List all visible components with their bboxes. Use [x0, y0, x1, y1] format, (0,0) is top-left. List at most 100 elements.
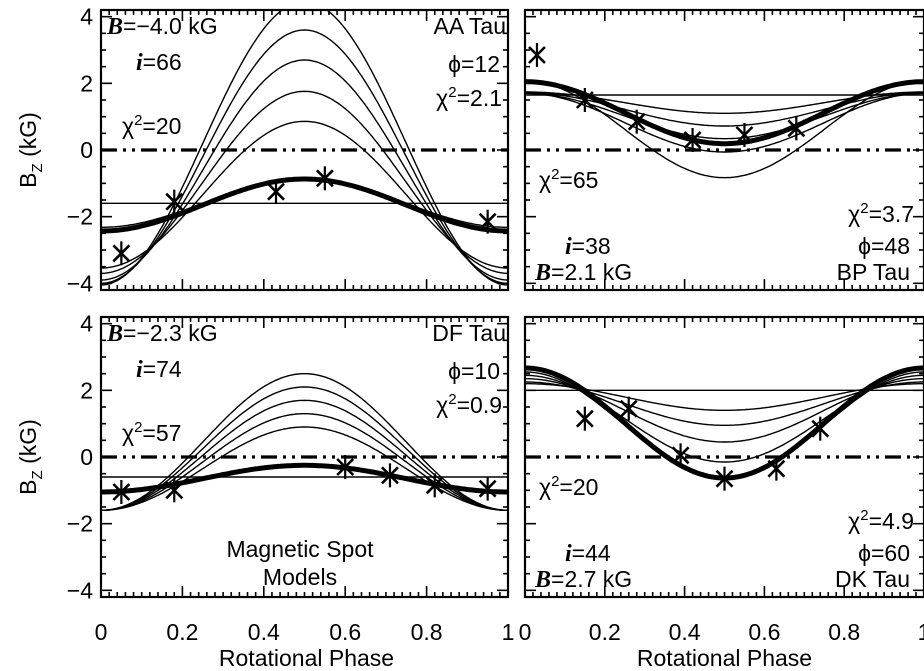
param-value: =2.1 kG	[551, 259, 632, 285]
observation-point	[619, 396, 638, 421]
x-axis-title: Rotational Phase	[637, 645, 812, 671]
x-tick-label: 0.4	[248, 619, 280, 645]
param-value: =66	[143, 49, 182, 75]
observation-point	[575, 406, 594, 431]
x-tick-label: 0.4	[669, 619, 701, 645]
param-value: =74	[143, 356, 182, 382]
chi-symbol: χ	[848, 201, 860, 227]
phi-label: ϕ=48	[858, 233, 910, 259]
x-tick-label: 1	[918, 619, 924, 645]
x-tick-label: 0	[95, 619, 108, 645]
chi-exponent: 2	[551, 473, 559, 490]
y-title-main: B	[15, 479, 41, 494]
y-axis-title: BZ (kG)	[15, 112, 46, 188]
y-title-sub: Z	[29, 470, 46, 479]
param-symbol: i	[565, 234, 572, 260]
y-title-main: B	[15, 172, 41, 187]
observation-point	[575, 88, 594, 112]
observation-point	[267, 179, 285, 204]
model-curve	[101, 399, 508, 511]
chi-exponent: 2	[134, 112, 142, 129]
star-name: BP Tau	[837, 259, 910, 285]
y-tick-label: −4	[67, 270, 93, 296]
star-name: DK Tau	[835, 566, 910, 592]
param-symbol: i	[136, 357, 143, 383]
model-curve	[525, 92, 924, 127]
param-value: =38	[572, 233, 611, 259]
chi-symbol: χ	[848, 508, 860, 534]
observation-point	[425, 473, 444, 498]
x-tick-label: 0.8	[828, 619, 860, 645]
chi-exponent: 2	[134, 419, 142, 436]
field-strength-label: B=2.1 kG	[534, 259, 632, 286]
caption-line-2: Models	[263, 564, 337, 590]
observation-point	[112, 480, 131, 504]
y-title-sub: Z	[29, 163, 46, 172]
chi-symbol: χ	[436, 85, 448, 111]
observation-point	[315, 166, 334, 191]
chi-exponent: 2	[860, 507, 868, 524]
inclination-label: i=66	[136, 49, 182, 76]
x-tick-label: 0	[519, 619, 532, 645]
y-tick-label: 2	[80, 70, 93, 96]
chi-value: =20	[142, 113, 181, 139]
plot-area	[525, 43, 924, 179]
y-tick-label: −4	[67, 577, 93, 603]
phi-label: ϕ=60	[858, 540, 910, 566]
chi-symbol: χ	[539, 474, 551, 500]
phi-label: ϕ=12	[448, 51, 500, 77]
model-curve	[101, 59, 508, 281]
best-fit-curve	[101, 176, 508, 234]
field-strength-label: B=−4.0 kG	[106, 13, 218, 40]
chi-value: =57	[142, 420, 181, 446]
plot-area	[525, 365, 924, 491]
chi2-flat-label: χ2=20	[539, 473, 598, 500]
inclination-label: i=38	[565, 233, 611, 260]
model-curve	[101, 10, 508, 286]
chi-exponent: 2	[860, 200, 868, 217]
observation-point	[683, 128, 702, 152]
chi2-flat-label: χ2=20	[122, 112, 181, 139]
star-name: AA Tau	[434, 13, 506, 39]
param-symbol: B	[106, 321, 123, 347]
observation-point	[671, 443, 690, 468]
param-value: =44	[572, 540, 611, 566]
model-curve	[101, 373, 508, 511]
y-title-unit: (kG)	[15, 112, 41, 163]
chi-value: =0.9	[457, 392, 502, 418]
y-tick-label: −2	[67, 511, 93, 537]
observation-point	[528, 43, 546, 67]
observation-point	[715, 466, 734, 491]
chi-symbol: χ	[122, 420, 134, 446]
y-tick-label: 4	[80, 311, 93, 337]
caption-line-1: Magnetic Spot	[226, 536, 374, 562]
model-curve	[101, 120, 508, 269]
chi-symbol: χ	[539, 167, 551, 193]
chi2-fit-label: χ2=0.9	[436, 391, 502, 418]
observation-point	[735, 123, 754, 147]
y-tick-label: 2	[80, 377, 93, 403]
param-value: =2.7 kG	[551, 566, 632, 592]
y-tick-label: 0	[80, 137, 93, 163]
chi-value: =65	[559, 167, 598, 193]
param-value: =−2.3 kG	[123, 320, 218, 346]
inclination-label: i=74	[136, 356, 182, 383]
observation-point	[478, 476, 497, 501]
chi2-fit-label: χ2=4.9	[848, 507, 914, 534]
x-tick-label: 0.2	[589, 619, 621, 645]
chi-exponent: 2	[448, 84, 456, 101]
x-tick-label: 1	[502, 619, 515, 645]
chi-value: =20	[559, 474, 598, 500]
best-fit-curve	[525, 79, 924, 147]
chi2-flat-label: χ2=57	[122, 419, 181, 446]
model-curve	[101, 90, 508, 274]
x-tick-label: 0.6	[329, 619, 361, 645]
field-strength-label: B=2.7 kG	[534, 566, 632, 593]
y-axis-title: BZ (kG)	[15, 419, 46, 495]
param-value: =−4.0 kG	[123, 13, 218, 39]
chi-exponent: 2	[551, 166, 559, 183]
